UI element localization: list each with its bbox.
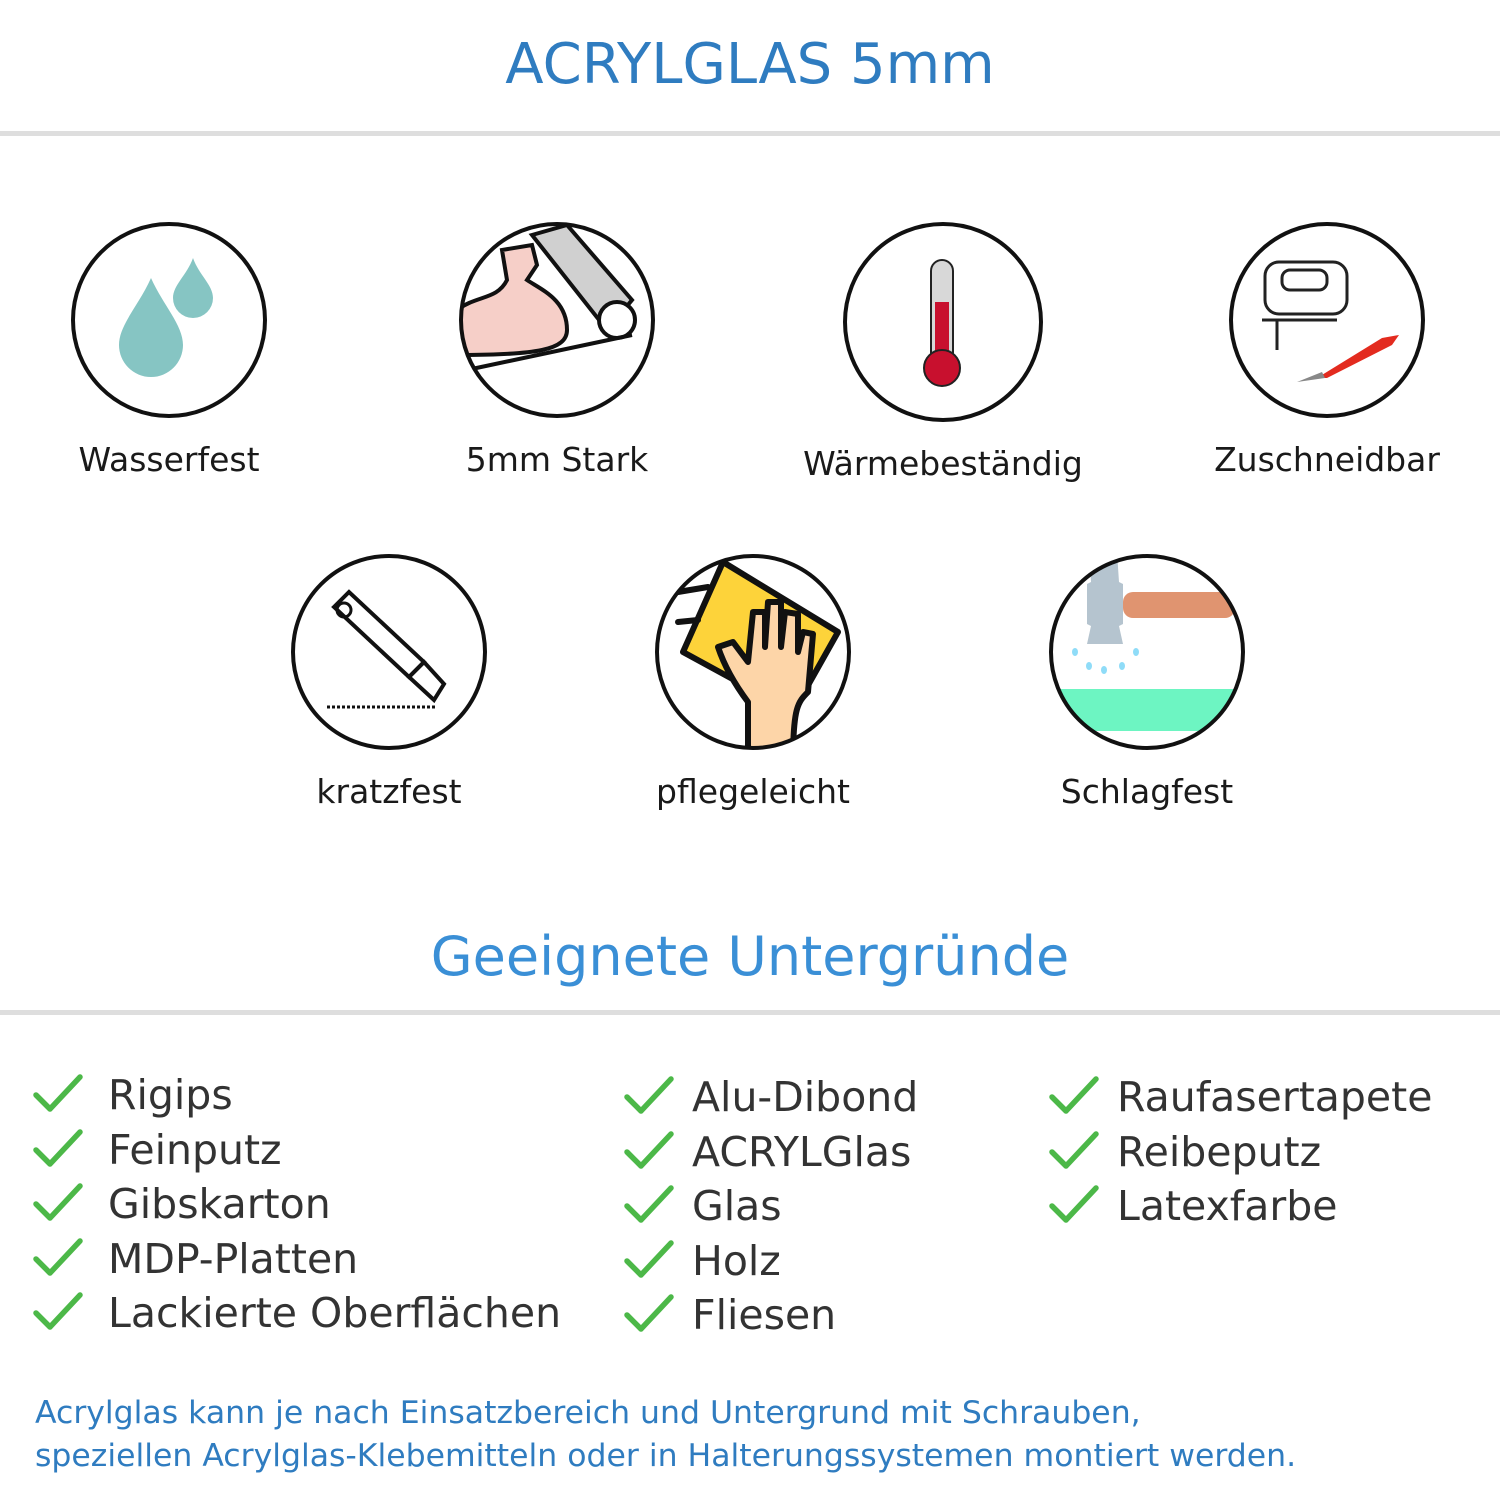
checkmark-icon [624,1293,692,1337]
checkmark-icon [1049,1130,1117,1174]
thermometer-icon [843,222,1043,422]
feature-5mm-stark: 5mm Stark [397,220,717,479]
checkmark-icon [33,1237,108,1281]
surfaces-column-2: Alu-Dibond ACRYLGlas Glas Holz Fliesen [624,1070,918,1343]
surface-label: Latexfarbe [1117,1182,1338,1231]
surface-label: Lackierte Oberflächen [108,1289,562,1338]
surface-label: Alu-Dibond [692,1073,919,1122]
feature-wasserfest: Wasserfest [9,220,329,479]
surfaces-column-3: Raufasertapete Reibeputz Latexfarbe [1049,1070,1432,1234]
jigsaw-icon [1229,222,1425,418]
divider [0,131,1500,136]
water-drops-icon [71,222,267,418]
checkmark-icon [624,1130,692,1174]
surface-item: Glas [624,1179,918,1234]
footer-line-2: speziellen Acrylglas-Klebemitteln oder i… [35,1438,1297,1474]
checkmark-icon [33,1073,108,1117]
feature-label: Zuschneidbar [1214,440,1440,479]
feature-zuschneidbar: Zuschneidbar [1167,220,1487,479]
footer-line-1: Acrylglas kann je nach Einsatzbereich un… [35,1395,1141,1431]
feature-label: kratzfest [316,772,462,811]
page-title: ACRYLGLAS 5mm [505,32,995,97]
checkmark-icon [624,1239,692,1283]
feature-label: pflegeleicht [656,772,850,811]
surface-label: Gibskarton [108,1180,331,1229]
surface-label: Glas [692,1182,782,1231]
surface-item: Holz [624,1234,918,1289]
surface-item: Latexfarbe [1049,1179,1432,1234]
surface-item: Fliesen [624,1288,918,1343]
checkmark-icon [33,1128,108,1172]
divider [0,1010,1500,1015]
surface-label: MDP-Platten [108,1234,359,1283]
surface-item: MDP-Platten [33,1232,561,1287]
surface-label: Holz [692,1236,781,1285]
feature-kratzfest: kratzfest [229,552,549,811]
surface-label: Raufasertapete [1117,1073,1433,1122]
surface-label: Feinputz [108,1125,282,1174]
feature-label: Wasserfest [78,440,260,479]
surfaces-column-1: Rigips Feinputz Gibskarton MDP-Platten Lacki… [33,1068,561,1341]
feature-pflegeleicht: pflegeleicht [593,552,913,811]
surface-label: Fliesen [692,1291,837,1340]
checkmark-icon [1049,1184,1117,1228]
strong-arm-icon [459,222,655,418]
surface-item: Raufasertapete [1049,1070,1432,1125]
feature-label: Schlagfest [1060,772,1234,811]
surface-item: Reibeputz [1049,1125,1432,1180]
checkmark-icon [624,1184,692,1228]
checkmark-icon [624,1075,692,1119]
cleaning-hand-icon [655,554,851,750]
surface-label: Reibeputz [1117,1127,1322,1176]
surface-item: Feinputz [33,1123,561,1178]
checkmark-icon [33,1291,108,1335]
section-title: Geeignete Untergründe [430,925,1070,988]
feature-label: Wärmebeständig [803,444,1083,483]
feature-waermebestaendig: Wärmebeständig [783,220,1103,483]
checkmark-icon [1049,1075,1117,1119]
surface-item: Gibskarton [33,1177,561,1232]
surface-item: Rigips [33,1068,561,1123]
surface-item: Alu-Dibond [624,1070,918,1125]
feature-schlagfest: Schlagfest [987,552,1307,811]
cutter-knife-icon [291,554,487,750]
surface-item: Lackierte Oberflächen [33,1286,561,1341]
checkmark-icon [33,1182,108,1226]
surface-label: ACRYLGlas [692,1127,912,1176]
surface-item: ACRYLGlas [624,1125,918,1180]
footer-note: Acrylglas kann je nach Einsatzbereich un… [35,1392,1296,1478]
hammer-icon [1049,554,1245,750]
surface-label: Rigips [108,1071,233,1120]
feature-label: 5mm Stark [465,440,649,479]
